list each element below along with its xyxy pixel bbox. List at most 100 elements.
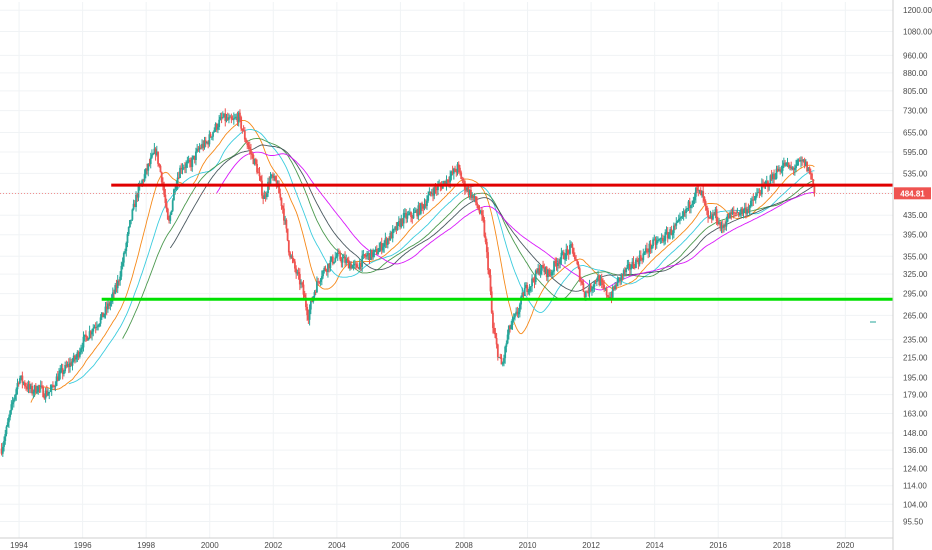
candle-body (594, 281, 597, 283)
candle-body (437, 185, 439, 191)
candle-body (327, 263, 329, 272)
candle-body (657, 240, 659, 242)
candle-body (616, 278, 619, 287)
candle-body (20, 375, 23, 379)
candle-body (517, 311, 520, 315)
candle-body (196, 148, 199, 152)
candle-body (627, 263, 630, 266)
candle-body (42, 386, 45, 398)
candle-body (471, 195, 474, 198)
candle-body (226, 117, 229, 120)
candle-body (273, 176, 276, 178)
candle-body (346, 259, 349, 261)
candle-body (269, 176, 272, 184)
candle-body (141, 180, 144, 184)
candle-body (495, 337, 498, 345)
candle-body (292, 259, 295, 262)
candle-body (384, 238, 387, 243)
candle-body (460, 172, 463, 179)
candle-body (267, 181, 269, 194)
candle-body (741, 208, 744, 214)
candle-body (406, 214, 409, 219)
candle-body (389, 232, 392, 241)
candle-body (390, 232, 393, 239)
candle-body (132, 203, 135, 210)
candle-body (707, 210, 709, 218)
candle-body (419, 203, 422, 214)
price-tick-label: 215.00 (903, 354, 928, 363)
candle-body (99, 317, 102, 324)
candle-body (263, 195, 266, 199)
candle-body (725, 221, 728, 227)
candle-body (449, 175, 452, 183)
candle-body (769, 175, 772, 185)
candle-body (551, 271, 554, 273)
candle-body (492, 312, 494, 328)
candle-body (257, 172, 260, 174)
candle-body (483, 220, 486, 237)
candle-body (203, 140, 206, 148)
candle-body (402, 213, 405, 224)
candle-body (532, 278, 535, 281)
candle-body (373, 250, 376, 253)
candle-body (204, 140, 207, 144)
candle-body (4, 434, 7, 441)
candle-body (473, 196, 476, 198)
candle-body (155, 151, 158, 155)
candle-body (61, 368, 64, 375)
time-axis[interactable]: 1994 1996 1998 2000 2002 2004 2006 2008 2010 2012… (0, 537, 893, 550)
candle-body (476, 202, 478, 206)
candle-body (626, 265, 629, 269)
candle-body (506, 334, 509, 344)
candle-body (82, 336, 85, 348)
candle-body (173, 189, 175, 201)
candle-body (424, 204, 427, 207)
candle-body (647, 251, 650, 253)
candle-body (412, 212, 415, 219)
candle-body (323, 267, 326, 271)
candle-body (274, 176, 277, 181)
candle-body (329, 260, 332, 268)
candle-body (89, 331, 92, 335)
candle-body (289, 252, 291, 258)
candle-body (345, 259, 348, 263)
candle-body (582, 283, 585, 292)
moving-average-line (169, 144, 815, 292)
candle-body (687, 201, 690, 209)
time-tick-label: 2016 (709, 541, 727, 550)
candle-body (235, 116, 238, 118)
candle-body (159, 165, 162, 173)
candle-body (228, 117, 230, 120)
candle-body (490, 291, 493, 313)
candle-body (136, 194, 139, 198)
candle-body (499, 356, 502, 358)
candle-body (785, 162, 788, 166)
candle-body (619, 277, 621, 281)
candle-body (358, 262, 361, 270)
candle-body (103, 313, 106, 318)
candle-body (676, 221, 679, 223)
candle-body (624, 270, 626, 273)
candle-body (774, 178, 777, 180)
candle-body (569, 244, 571, 254)
horizontal-levels[interactable] (101, 183, 893, 323)
candle-body (86, 336, 89, 341)
candle-body (280, 197, 283, 206)
candle-body (539, 270, 542, 275)
candle-body (713, 214, 716, 216)
time-tick-label: 2000 (201, 541, 219, 550)
candle-body (800, 160, 802, 162)
candle-body (168, 219, 170, 221)
candle-body (586, 291, 588, 293)
time-tick-label: 2002 (264, 541, 282, 550)
candle-body (298, 273, 301, 285)
candle-body (484, 236, 487, 243)
price-tick-label: 104.00 (903, 500, 928, 509)
price-tick-label: 535.00 (903, 169, 928, 178)
candle-body (479, 210, 482, 213)
candle-body (328, 263, 331, 268)
candle-body (37, 385, 40, 392)
candle-body (773, 174, 775, 179)
candle-body (560, 252, 563, 260)
